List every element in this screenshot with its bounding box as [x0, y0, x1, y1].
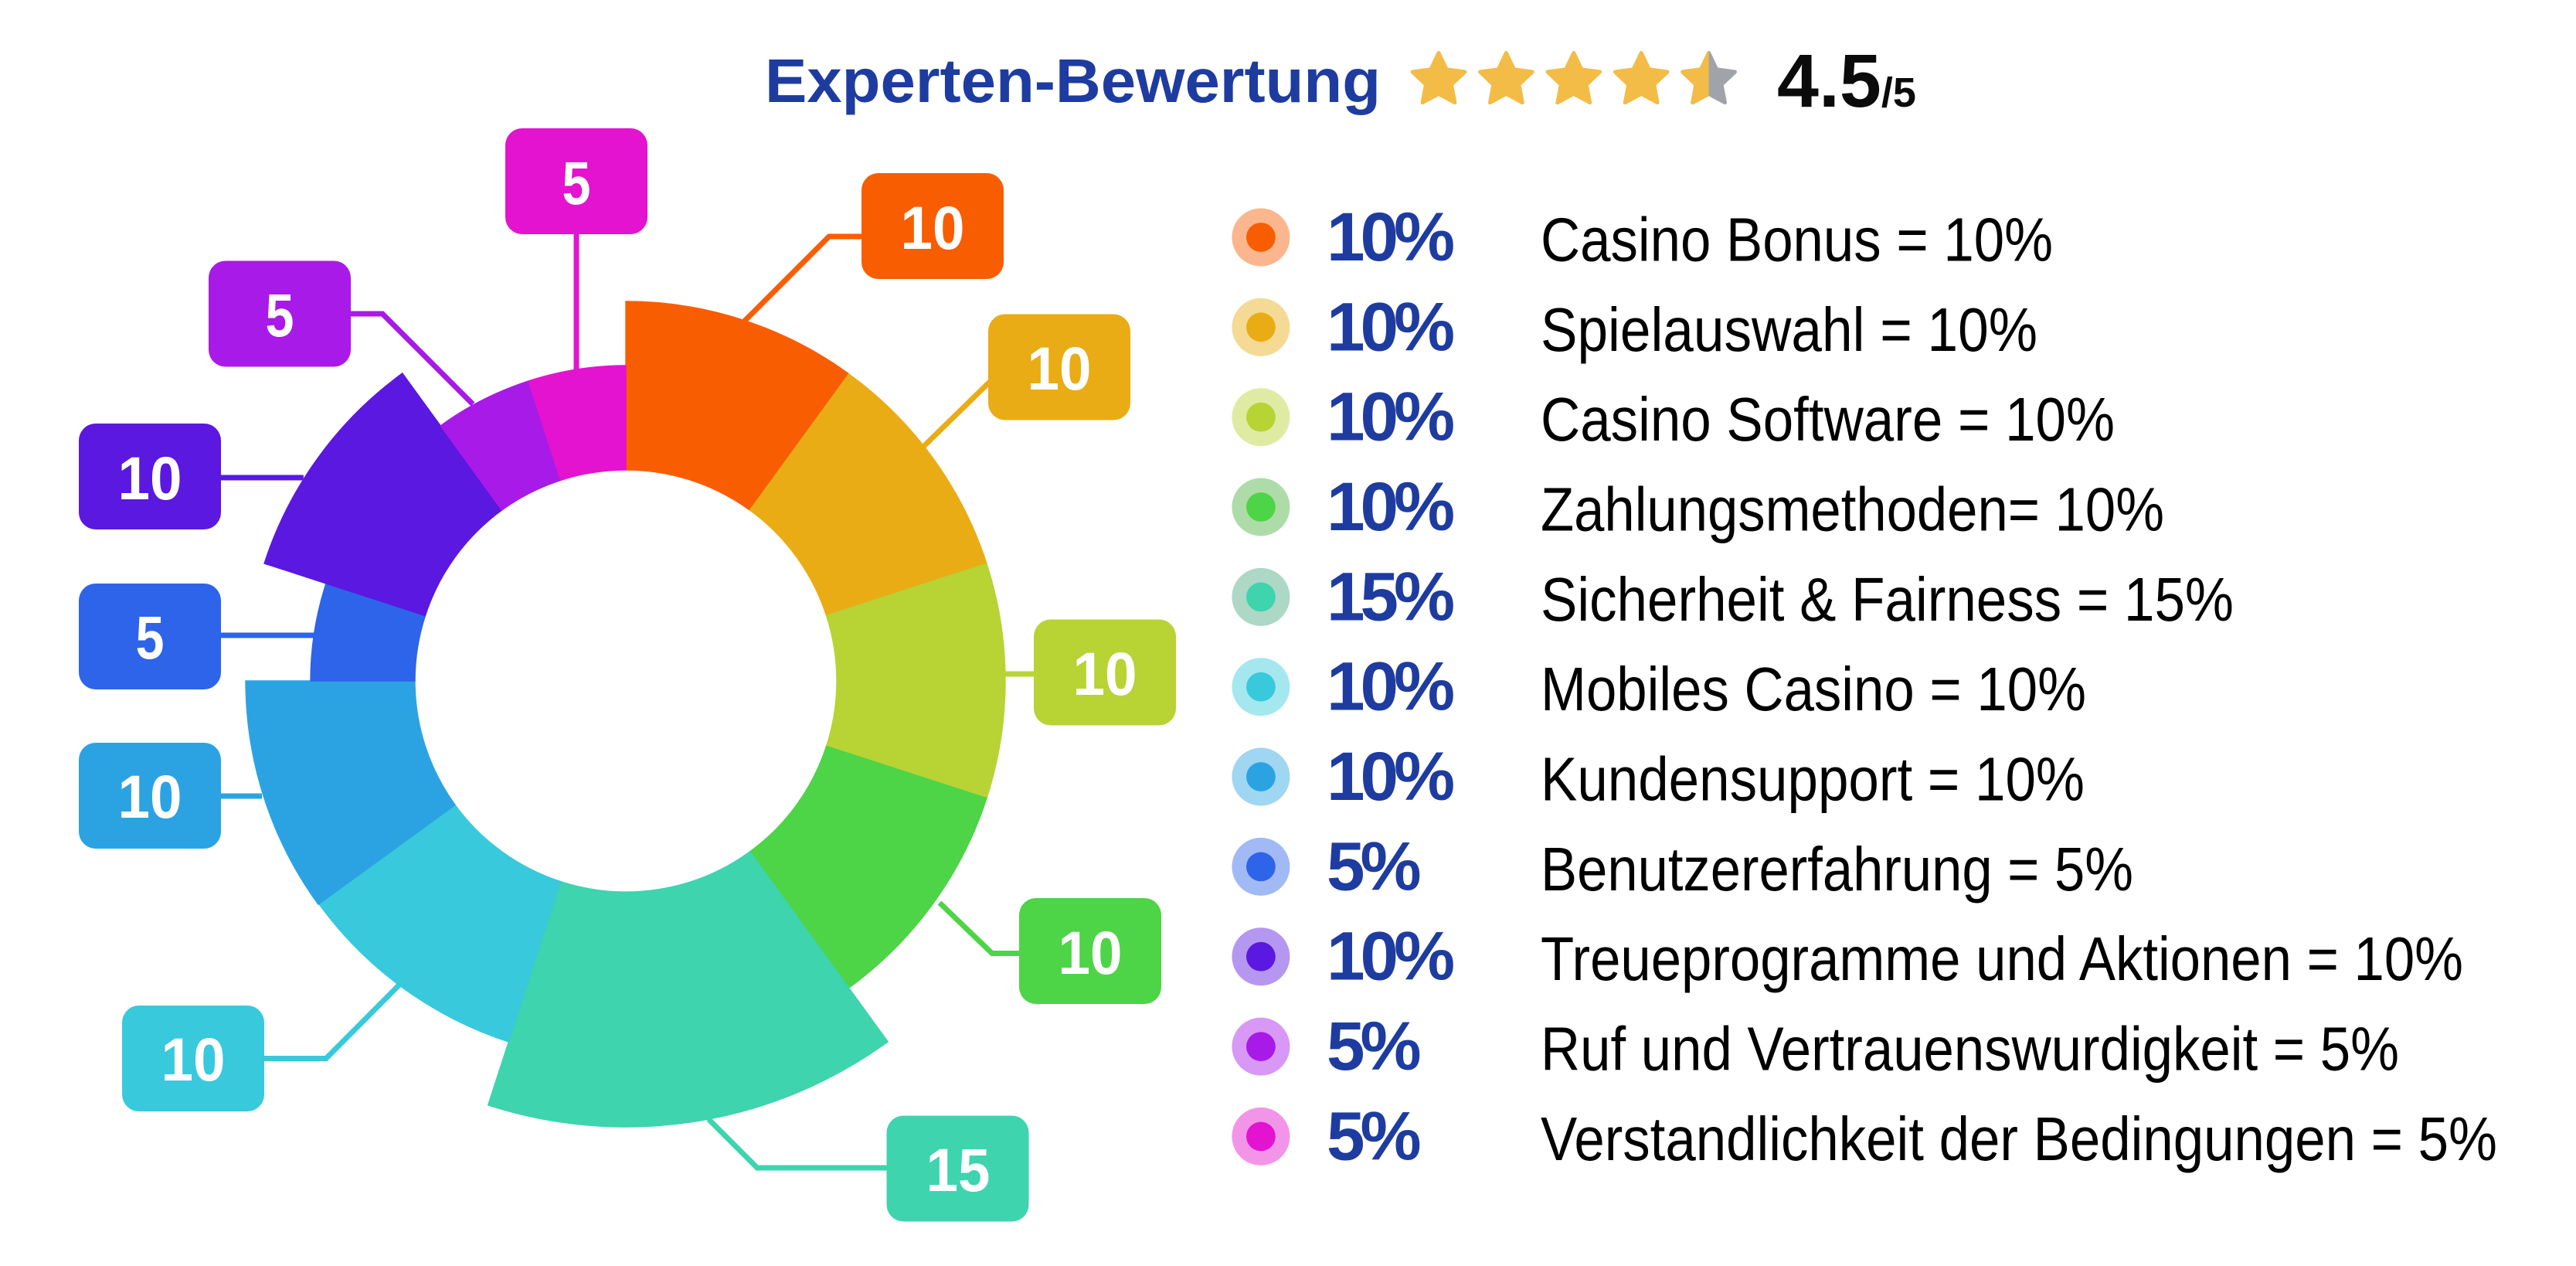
svg-text:10%: 10%: [1327, 468, 1453, 545]
svg-text:Ruf und Vertrauenswurdigkeit =: Ruf und Vertrauenswurdigkeit = 5%: [1541, 1015, 2399, 1084]
svg-text:10%: 10%: [1327, 737, 1453, 815]
svg-text:5%: 5%: [1327, 1007, 1419, 1084]
svg-text:10%: 10%: [1327, 917, 1453, 995]
svg-text:10%: 10%: [1327, 378, 1453, 455]
svg-text:5: 5: [562, 148, 591, 217]
svg-text:10: 10: [901, 193, 965, 262]
svg-text:Experten-Bewertung: Experten-Bewertung: [765, 46, 1381, 115]
svg-text:10: 10: [1073, 639, 1137, 708]
svg-text:Mobiles Casino = 10%: Mobiles Casino = 10%: [1541, 655, 2086, 723]
svg-text:Kundensupport = 10%: Kundensupport = 10%: [1541, 745, 2085, 814]
svg-text:5: 5: [266, 281, 294, 349]
svg-text:10%: 10%: [1327, 198, 1453, 275]
svg-text:Verstandlichkeit der Bedingung: Verstandlichkeit der Bedingungen = 5%: [1541, 1104, 2497, 1173]
svg-text:10%: 10%: [1327, 648, 1453, 725]
svg-text:10: 10: [1059, 918, 1123, 987]
svg-text:Casino Bonus = 10%: Casino Bonus = 10%: [1541, 206, 2053, 274]
svg-text:10: 10: [118, 762, 182, 831]
svg-text:Spielauswahl = 10%: Spielauswahl = 10%: [1541, 295, 2037, 364]
svg-text:5: 5: [136, 603, 165, 672]
svg-text:15%: 15%: [1327, 557, 1453, 635]
svg-text:Benutzererfahrung = 5%: Benutzererfahrung = 5%: [1541, 835, 2133, 904]
svg-text:Zahlungsmethoden= 10%: Zahlungsmethoden= 10%: [1541, 475, 2164, 544]
svg-text:10: 10: [118, 444, 182, 512]
svg-text:4.5/5: 4.5/5: [1777, 39, 1916, 123]
svg-text:Casino Software = 10%: Casino Software = 10%: [1541, 385, 2115, 454]
svg-text:5%: 5%: [1327, 827, 1419, 904]
svg-text:Treueprogramme und Aktionen =: Treueprogramme und Aktionen = 10%: [1541, 924, 2463, 993]
svg-text:Sicherheit & Fairness = 15%: Sicherheit & Fairness = 15%: [1541, 565, 2234, 634]
svg-text:10: 10: [161, 1025, 226, 1094]
svg-text:5%: 5%: [1327, 1097, 1419, 1174]
svg-text:10%: 10%: [1327, 288, 1453, 365]
svg-text:15: 15: [926, 1135, 991, 1204]
svg-text:10: 10: [1028, 334, 1092, 403]
